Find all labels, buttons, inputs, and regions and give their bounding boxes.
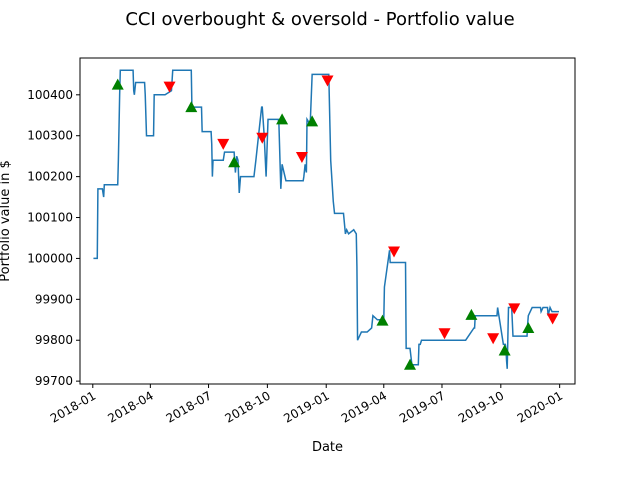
buy-signal-marker [306,115,319,127]
y-tick-label: 100200 [27,170,73,184]
y-tick-label: 100400 [27,88,73,102]
sell-signal-marker [256,132,269,144]
buy-signal-marker [185,101,198,113]
sell-signal-marker [388,246,401,258]
buy-signal-marker [276,113,289,125]
buy-signal-marker [465,308,478,320]
sell-signal-marker [546,313,559,325]
y-tick-label: 99900 [35,292,73,306]
sell-signal-marker [217,138,230,150]
sell-signal-marker [508,303,521,315]
y-tick-label: 100100 [27,211,73,225]
sell-signal-marker [163,81,176,93]
plot-content [93,69,560,370]
y-tick-label: 100000 [27,251,73,265]
sell-signal-marker [321,75,334,87]
plot-area [79,57,576,385]
sell-signal-marker [487,333,500,345]
y-axis: 99700 99800 99900 100000 100100 100200 100300 1… [27,88,80,388]
y-tick-label: 99700 [35,374,73,388]
y-tick-label: 99800 [35,333,73,347]
sell-signal-marker [438,328,451,340]
y-axis-label: Portfolio value in $ [0,160,13,282]
buy-signal-marker [376,314,389,326]
sell-signal-marker [295,151,308,163]
x-axis-label: Date [312,440,343,455]
buy-signal-marker [228,156,241,168]
buy-signal-marker [404,358,416,370]
buy-signal-marker [522,321,535,333]
buy-signal-marker [498,344,511,356]
chart-title: CCI overbought & oversold - Portfolio va… [125,9,514,30]
y-tick-label: 100300 [27,129,73,143]
buy-signal-marker [111,78,124,90]
